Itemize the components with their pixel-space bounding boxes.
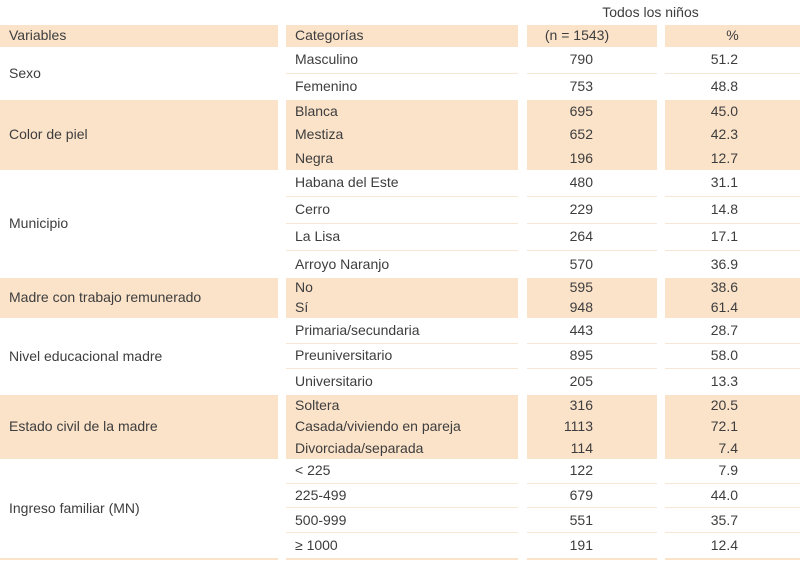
percent-cell: 38.6 xyxy=(665,277,800,298)
column-header-percent: % xyxy=(665,25,800,47)
table-bottom-border xyxy=(527,557,657,560)
category-cell: Mestiza xyxy=(286,123,518,147)
percent-cell: 31.1 xyxy=(665,170,800,197)
percent-cell: 12.4 xyxy=(710,536,738,553)
count-cell: 948 xyxy=(527,297,657,318)
category-cell: La Lisa xyxy=(286,224,518,251)
count-cell: 122 xyxy=(527,459,657,484)
category-cell: ≥ 1000 xyxy=(295,536,338,553)
percent-cell: 42.3 xyxy=(665,123,800,147)
percent-cell: 13.3 xyxy=(710,373,738,390)
table-bottom-border xyxy=(286,557,518,560)
category-cell: Blanca xyxy=(286,100,518,124)
column-header-categorias: Categorías xyxy=(286,25,518,47)
category-cell: Universitario xyxy=(295,373,373,390)
percent-cell: 28.7 xyxy=(665,318,800,344)
variable-cell: Sexo xyxy=(9,64,41,81)
percent-cell: 20.5 xyxy=(665,394,800,417)
category-cell: Preuniversitario xyxy=(286,344,518,370)
category-cell: Femenino xyxy=(295,78,358,95)
category-cell: Habana del Este xyxy=(286,170,518,197)
percent-cell: 44.0 xyxy=(665,484,800,509)
count-cell: 480 xyxy=(527,170,657,197)
count-cell: 114 xyxy=(527,437,657,459)
table-bottom-border xyxy=(665,557,800,560)
percent-cell: 35.7 xyxy=(665,508,800,534)
variable-cell: Municipio xyxy=(9,215,69,232)
percent-cell: 17.1 xyxy=(665,224,800,251)
category-cell: Negra xyxy=(286,146,518,170)
count-cell: 264 xyxy=(527,224,657,251)
category-cell: Casada/viviendo en pareja xyxy=(286,416,518,438)
category-cell: 225-499 xyxy=(286,484,518,509)
count-cell: 753 xyxy=(569,78,593,95)
table-bottom-border xyxy=(0,557,278,560)
percent-cell: 7.4 xyxy=(665,437,800,459)
column-header-variables: Variables xyxy=(0,25,278,47)
count-cell: 790 xyxy=(527,47,657,74)
count-cell: 316 xyxy=(527,394,657,417)
percent-cell: 12.7 xyxy=(665,146,800,170)
count-cell: 695 xyxy=(527,100,657,124)
count-cell: 895 xyxy=(527,344,657,370)
category-cell: Primaria/secundaria xyxy=(286,318,518,344)
variable-cell: Nivel educacional madre xyxy=(9,347,163,364)
category-cell: Masculino xyxy=(286,47,518,74)
category-cell: Arroyo Naranjo xyxy=(295,255,390,272)
category-cell: No xyxy=(286,277,518,298)
count-cell: 679 xyxy=(527,484,657,509)
percent-cell: 58.0 xyxy=(665,344,800,370)
percent-cell: 51.2 xyxy=(665,47,800,74)
variable-cell: Ingreso familiar (MN) xyxy=(9,499,140,516)
variable-cell: Color de piel xyxy=(0,100,278,170)
count-cell: 443 xyxy=(527,318,657,344)
count-cell: 570 xyxy=(569,255,593,272)
percent-cell: 72.1 xyxy=(665,416,800,438)
percent-cell: 48.8 xyxy=(710,78,738,95)
percent-cell: 36.9 xyxy=(710,255,738,272)
count-cell: 652 xyxy=(527,123,657,147)
percent-cell: 7.9 xyxy=(665,459,800,484)
spanner-header: Todos los niños xyxy=(602,3,699,20)
percent-cell: 45.0 xyxy=(665,100,800,124)
variable-cell: Estado civil de la madre xyxy=(0,394,278,459)
category-cell: Divorciada/separada xyxy=(286,437,518,459)
percent-cell: 14.8 xyxy=(665,197,800,224)
category-cell: < 225 xyxy=(286,459,518,484)
count-cell: 595 xyxy=(527,277,657,298)
column-header-n: (n = 1543) xyxy=(527,25,657,47)
count-cell: 196 xyxy=(527,146,657,170)
category-cell: Soltera xyxy=(286,394,518,417)
count-cell: 1113 xyxy=(527,416,657,438)
percent-cell: 61.4 xyxy=(665,297,800,318)
count-cell: 191 xyxy=(569,536,593,553)
count-cell: 205 xyxy=(569,373,593,390)
count-cell: 551 xyxy=(527,508,657,534)
variable-cell: Madre con trabajo remunerado xyxy=(0,277,278,318)
category-cell: 500-999 xyxy=(286,508,518,534)
category-cell: Sí xyxy=(286,297,518,318)
category-cell: Cerro xyxy=(286,197,518,224)
count-cell: 229 xyxy=(527,197,657,224)
